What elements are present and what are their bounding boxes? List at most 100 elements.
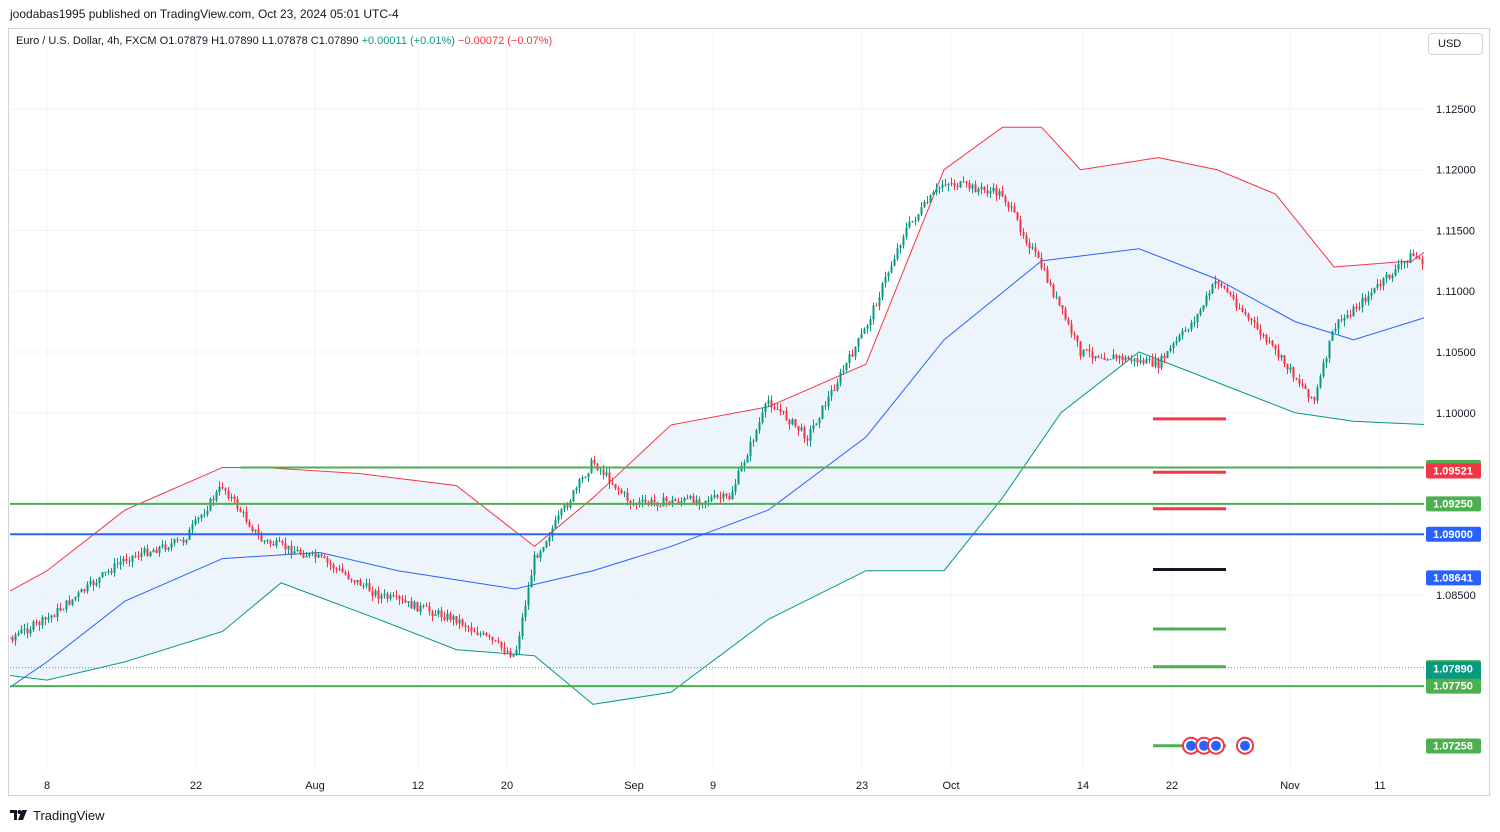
candle-body-421 [1214, 281, 1217, 285]
candle-body-110 [281, 541, 284, 544]
candle-body-57 [122, 558, 125, 562]
candle-body-308 [875, 305, 878, 307]
candle-body-60 [131, 555, 134, 562]
candle-body-17 [3, 642, 5, 643]
candle-body-463 [1340, 319, 1343, 321]
candle-body-198 [545, 541, 548, 548]
chart-frame[interactable] [8, 28, 1490, 796]
candle-body-321 [914, 220, 917, 222]
candle-body-462 [1337, 319, 1340, 329]
candle-body-93 [230, 496, 233, 499]
candle-body-318 [905, 227, 908, 237]
price-label-bg-1 [1426, 463, 1481, 479]
candle-body-45 [86, 584, 89, 592]
candle-body-489 [1418, 257, 1421, 260]
candle-body-144 [383, 593, 386, 596]
candle-body-313 [890, 265, 893, 273]
candle-body-298 [845, 362, 848, 371]
candle-body-89 [218, 486, 221, 493]
candle-body-320 [911, 220, 914, 222]
candle-body-498 [1446, 270, 1448, 278]
candle-body-201 [554, 520, 557, 529]
currency-button[interactable]: USD [1428, 33, 1483, 55]
candle-body-269 [758, 422, 761, 431]
candle-body-218 [605, 472, 608, 476]
candle-body-514 [1494, 216, 1496, 221]
x-tick-label-2: Aug [305, 780, 325, 792]
candle-body-338 [965, 181, 968, 184]
candle-body-131 [344, 572, 347, 575]
candle-body-343 [980, 186, 983, 189]
candle-body-483 [1400, 263, 1403, 265]
candle-body-203 [560, 509, 563, 516]
bollinger-lower-line [10, 351, 1424, 705]
y-tick-label-2: 1.11500 [1436, 225, 1475, 237]
candle-body-473 [1370, 292, 1373, 296]
candle-body-281 [794, 419, 797, 426]
candle-body-437 [1262, 335, 1265, 337]
y-tick-label-4: 1.10500 [1436, 347, 1476, 359]
candle-body-200 [551, 528, 554, 537]
candle-body-162 [437, 610, 440, 615]
candle-body-202 [557, 515, 560, 521]
candle-body-406 [1169, 348, 1172, 352]
candle-body-122 [317, 554, 320, 558]
price-label-8: 1.07750 [1433, 681, 1473, 693]
candle-body-323 [920, 207, 923, 215]
candle-body-70 [161, 544, 164, 547]
candle-body-420 [1211, 284, 1214, 294]
candle-body-105 [266, 540, 269, 542]
x-tick-label-4: 20 [501, 780, 513, 792]
candle-body-205 [566, 505, 569, 508]
candle-body-237 [662, 497, 665, 507]
event-marker-icon-2 [1211, 740, 1221, 751]
candle-body-486 [1409, 253, 1412, 264]
candle-body-370 [1061, 305, 1064, 309]
candle-body-256 [719, 497, 722, 499]
candle-body-56 [119, 561, 122, 565]
candle-body-254 [713, 495, 716, 498]
candle-body-416 [1199, 309, 1202, 315]
candle-body-444 [1283, 355, 1286, 364]
candle-body-497 [1443, 269, 1445, 270]
price-label-2: 1.09250 [1433, 498, 1473, 510]
candle-body-445 [1286, 363, 1289, 370]
candle-body-395 [1136, 358, 1139, 363]
candle-body-474 [1373, 287, 1376, 293]
candle-body-186 [509, 651, 512, 657]
candle-body-208 [575, 487, 578, 491]
candle-body-260 [731, 491, 734, 500]
candle-body-380 [1091, 351, 1094, 359]
candle-body-304 [863, 328, 866, 334]
candle-body-216 [599, 469, 602, 471]
candle-body-402 [1157, 359, 1160, 369]
candle-body-64 [143, 548, 146, 553]
candle-body-106 [269, 540, 272, 544]
tradingview-logo-icon [10, 810, 27, 820]
candle-body-128 [335, 568, 338, 570]
candle-body-275 [776, 408, 779, 410]
candle-body-94 [233, 496, 236, 500]
candle-body-166 [449, 613, 452, 621]
candle-body-62 [137, 555, 140, 557]
candle-body-478 [1385, 274, 1388, 279]
candle-body-379 [1088, 349, 1091, 352]
candle-body-282 [797, 425, 800, 431]
candle-body-297 [842, 370, 845, 373]
price-label-4: 1.08641 [1433, 572, 1473, 584]
candle-body-315 [896, 248, 899, 260]
low-value: L1.07878 [261, 35, 308, 47]
candle-body-54 [113, 563, 116, 573]
candle-body-331 [944, 184, 947, 186]
candle-body-385 [1106, 359, 1109, 361]
candle-body-160 [431, 611, 434, 616]
brand-name: TradingView [33, 807, 105, 823]
candle-body-244 [683, 498, 686, 502]
candle-body-171 [464, 625, 467, 627]
candle-body-69 [158, 546, 161, 553]
candle-body-326 [929, 195, 932, 203]
candle-body-495 [1437, 271, 1439, 272]
candle-body-231 [644, 499, 647, 503]
candle-body-76 [179, 539, 182, 541]
